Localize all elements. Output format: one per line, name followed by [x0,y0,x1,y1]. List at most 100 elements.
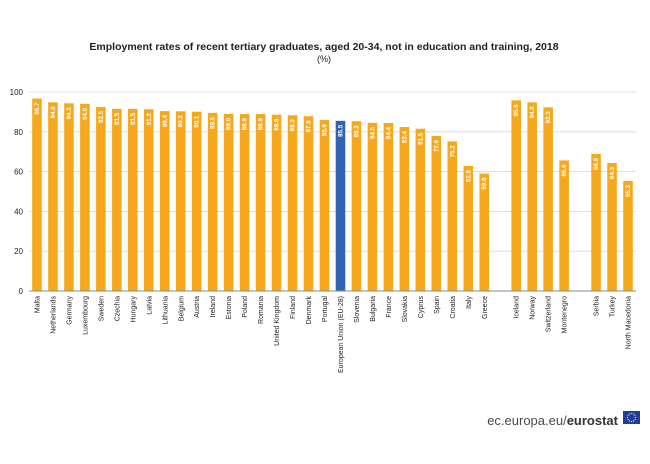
eu-flag-star [634,416,637,419]
bar-value-label: 96.7 [34,102,41,115]
bar-value-label: 84.5 [369,126,376,139]
source-prefix: ec.europa.eu/ [487,413,567,428]
bar-value-label: 94.3 [66,107,73,120]
eu-flag-icon [623,411,640,424]
bar [463,166,474,291]
bar-value-label: 94.8 [50,106,57,119]
bar [591,153,601,291]
category-label: United Kingdom [274,296,281,346]
bar-value-label: 65.6 [561,164,568,177]
bar-value-label: 85.5 [337,124,344,137]
bar-value-label: 90.3 [178,115,185,128]
category-label: Finland [290,296,297,319]
category-label: Montenegro [562,296,569,333]
bar [607,163,617,291]
category-label: Estonia [226,296,233,319]
eu-flag-star [628,420,631,422]
category-label: Spain [434,296,441,314]
bar [543,107,553,291]
category-label: Malta [34,296,41,313]
eu-flag-star [628,413,631,415]
category-label: Slovakia [402,296,409,323]
category-label: Romania [258,296,265,324]
bar-value-label: 55.3 [625,184,632,197]
bar-value-label: 85.3 [353,125,360,138]
category-label: Slovenia [354,296,361,323]
eu-flag-star [630,412,633,415]
y-tick-label: 80 [14,128,23,137]
bar-value-label: 84.4 [385,126,392,139]
bar-value-label: 82.4 [401,130,408,143]
bar [271,114,282,291]
eu-flag-star [634,414,636,417]
bar [64,103,74,291]
y-tick-label: 100 [10,88,24,97]
category-label: Cyprus [418,296,425,319]
y-tick-label: 0 [19,287,24,296]
bar-value-label: 88.3 [290,119,297,132]
bar [48,102,58,291]
bar-value-label: 89.0 [226,117,233,130]
y-tick-label: 40 [14,207,23,216]
category-label: Croatia [450,296,457,319]
category-label: Netherlands [50,296,57,334]
eu-flag-star [627,414,629,417]
category-label: Norway [530,296,537,320]
category-label: North Macedonia [626,296,633,349]
bar [239,114,250,291]
category-label: Greece [482,296,489,319]
chart-subtitle: (%) [317,54,331,64]
bar [351,121,362,291]
bar [255,114,266,291]
category-label: Sweden [98,296,105,321]
category-label: Bulgaria [370,296,377,322]
y-axis-ticks: 0 20 40 60 80 100 [10,88,24,296]
category-label: Latvia [146,296,153,315]
bar [399,127,410,292]
bar-value-label: 64.3 [609,166,616,179]
bar [479,173,490,291]
bar-value-label: 85.9 [322,124,329,137]
bar [511,100,521,291]
category-label: Iceland [514,296,521,319]
eu-flag-star [626,416,629,419]
bar [207,112,218,292]
bar-value-label: 88.9 [242,118,249,131]
y-tick-label: 60 [14,168,23,177]
bar-value-label: 75.2 [449,145,456,158]
bar [191,111,202,291]
category-label: Belgium [178,296,185,321]
category-label: Germany [66,296,73,325]
bar [175,111,186,291]
bar-value-label: 87.8 [306,120,313,133]
source-brand: eurostat [567,413,619,428]
category-label: Italy [466,296,473,309]
bar-value-label: 91.5 [114,112,121,125]
bar-value-label: 94.0 [82,107,89,120]
eu-flag-stars [626,412,637,423]
category-label: Denmark [306,296,313,325]
category-label: Austria [194,296,201,318]
bar [415,128,426,291]
bar-value-label: 88.6 [274,118,281,131]
eu-flag-star [634,418,636,421]
category-label: Czechia [114,296,121,321]
bar [319,120,330,291]
bar-value-label: 77.9 [433,139,440,152]
bar-value-label: 88.9 [258,118,265,131]
bar [80,103,90,291]
footer-source: ec.europa.eu/eurostat [487,411,640,428]
bar-value-label: 95.8 [513,104,520,117]
category-label: Switzerland [546,296,553,332]
bar [447,141,458,291]
category-label: Luxembourg [82,296,89,335]
bar [128,108,138,291]
category-label: Serbia [594,296,601,316]
bar [144,109,154,291]
bar-value-label: 91.3 [146,113,153,126]
bar-value-label: 89.5 [210,116,217,129]
bar-value-label: 90.4 [162,115,169,128]
category-label: Ireland [210,296,217,318]
category-label: Turkey [610,296,617,318]
